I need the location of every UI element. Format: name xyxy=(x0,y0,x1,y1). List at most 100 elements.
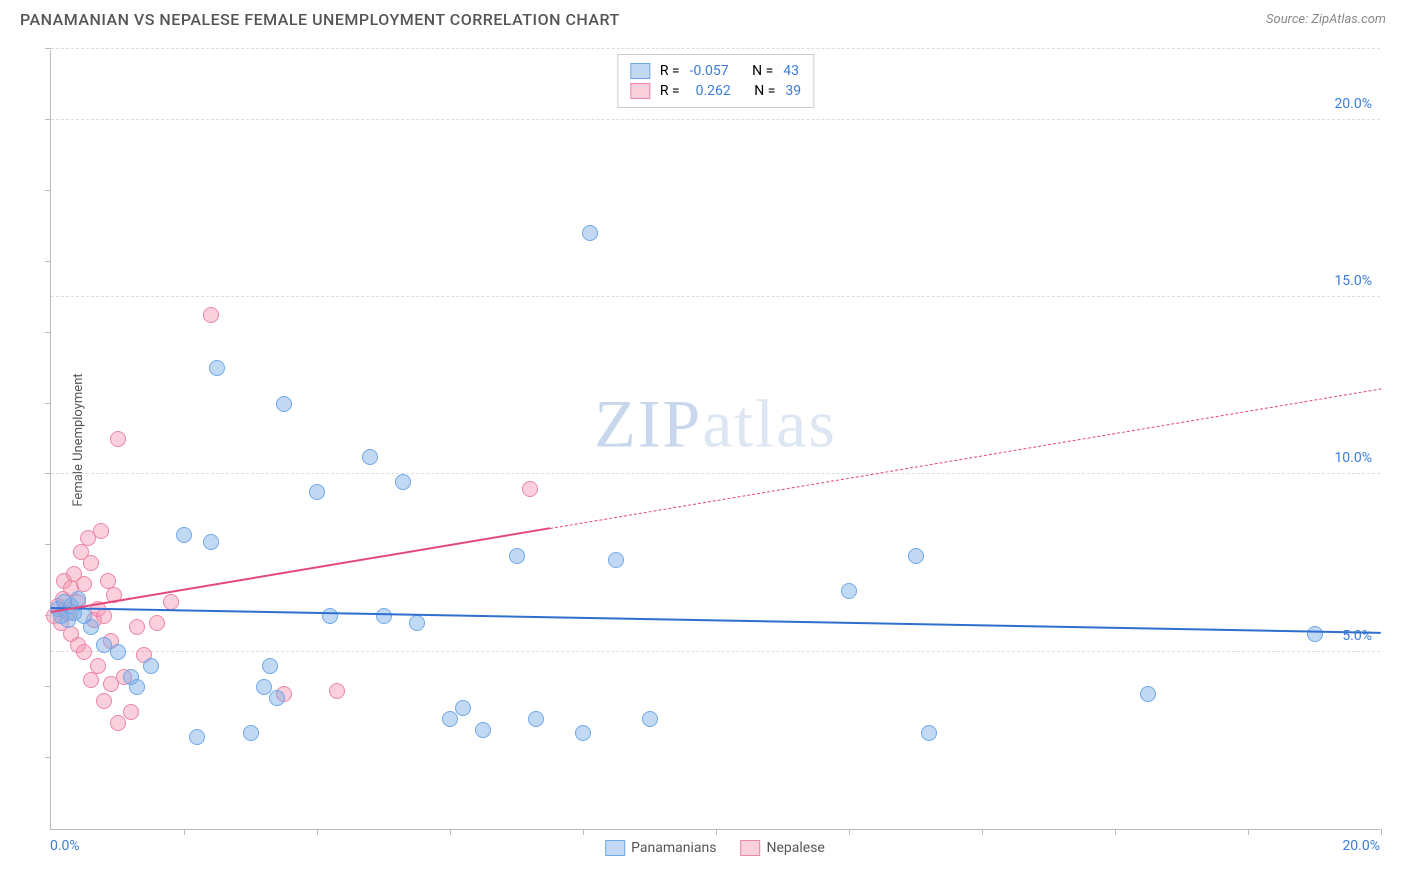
n-value-panamanians: 43 xyxy=(783,63,799,79)
legend-row-nepalese: R = 0.262 N = 39 xyxy=(630,81,801,101)
x-tick xyxy=(583,829,584,835)
swatch-nepalese-bottom xyxy=(740,840,760,856)
point-nepalese xyxy=(96,608,112,624)
point-panamanians xyxy=(455,700,471,716)
trendline-nepalese-dash xyxy=(550,388,1381,529)
point-panamanians xyxy=(209,360,225,376)
x-tick xyxy=(450,829,451,835)
y-tick-label: 20.0% xyxy=(1334,96,1372,112)
gridline xyxy=(51,48,1380,49)
x-tick xyxy=(1248,829,1249,835)
point-nepalese xyxy=(93,523,109,539)
point-nepalese xyxy=(163,594,179,610)
y-tick xyxy=(45,190,51,191)
x-axis-min-label: 0.0% xyxy=(50,838,80,854)
point-panamanians xyxy=(1307,626,1323,642)
point-panamanians xyxy=(129,679,145,695)
point-nepalese xyxy=(90,658,106,674)
trendline-panamanians-solid xyxy=(51,607,1381,634)
point-nepalese xyxy=(96,693,112,709)
x-tick xyxy=(1381,829,1382,835)
n-value-nepalese: 39 xyxy=(785,83,801,99)
point-panamanians xyxy=(376,608,392,624)
legend-item-panamanians: Panamanians xyxy=(605,840,716,856)
point-panamanians xyxy=(189,729,205,745)
x-tick xyxy=(716,829,717,835)
r-value-panamanians: -0.057 xyxy=(690,63,729,79)
point-panamanians xyxy=(262,658,278,674)
x-tick xyxy=(1115,829,1116,835)
point-panamanians xyxy=(83,619,99,635)
watermark: ZIPatlas xyxy=(594,384,837,463)
y-tick xyxy=(45,332,51,333)
point-panamanians xyxy=(176,527,192,543)
x-tick xyxy=(982,829,983,835)
point-nepalese xyxy=(329,683,345,699)
point-panamanians xyxy=(582,225,598,241)
point-panamanians xyxy=(442,711,458,727)
point-panamanians xyxy=(575,725,591,741)
trendline-nepalese-solid xyxy=(51,527,550,613)
legend-item-nepalese: Nepalese xyxy=(740,840,824,856)
point-panamanians xyxy=(322,608,338,624)
y-tick xyxy=(45,403,51,404)
point-panamanians xyxy=(409,615,425,631)
point-nepalese xyxy=(129,619,145,635)
point-panamanians xyxy=(608,552,624,568)
point-panamanians xyxy=(509,548,525,564)
point-panamanians xyxy=(243,725,259,741)
point-nepalese xyxy=(110,715,126,731)
gridline xyxy=(51,296,1380,297)
point-panamanians xyxy=(908,548,924,564)
point-panamanians xyxy=(143,658,159,674)
y-tick-label: 15.0% xyxy=(1334,273,1372,289)
point-panamanians xyxy=(1140,686,1156,702)
point-nepalese xyxy=(83,672,99,688)
plot-region: ZIPatlas R = -0.057 N = 43 R = 0.262 N =… xyxy=(50,50,1380,830)
y-tick xyxy=(45,686,51,687)
point-panamanians xyxy=(841,583,857,599)
swatch-panamanians-bottom xyxy=(605,840,625,856)
point-panamanians xyxy=(70,591,86,607)
y-tick xyxy=(45,119,51,120)
point-panamanians xyxy=(276,396,292,412)
x-tick xyxy=(849,829,850,835)
point-nepalese xyxy=(149,615,165,631)
point-nepalese xyxy=(83,555,99,571)
point-nepalese xyxy=(123,704,139,720)
point-nepalese xyxy=(203,307,219,323)
chart-title: PANAMANIAN VS NEPALESE FEMALE UNEMPLOYME… xyxy=(20,10,620,29)
y-tick xyxy=(45,473,51,474)
point-panamanians xyxy=(110,644,126,660)
point-panamanians xyxy=(309,484,325,500)
point-panamanians xyxy=(362,449,378,465)
x-axis-max-label: 20.0% xyxy=(1342,838,1380,854)
y-tick-label: 5.0% xyxy=(1342,628,1372,644)
point-nepalese xyxy=(76,644,92,660)
legend-correlation: R = -0.057 N = 43 R = 0.262 N = 39 xyxy=(617,54,814,108)
legend-row-panamanians: R = -0.057 N = 43 xyxy=(630,61,801,81)
point-panamanians xyxy=(203,534,219,550)
gridline xyxy=(51,473,1380,474)
y-tick xyxy=(45,48,51,49)
y-tick xyxy=(45,757,51,758)
point-panamanians xyxy=(475,722,491,738)
point-panamanians xyxy=(642,711,658,727)
swatch-nepalese xyxy=(630,83,650,99)
r-value-nepalese: 0.262 xyxy=(690,83,731,99)
legend-series: Panamanians Nepalese xyxy=(605,840,825,856)
point-panamanians xyxy=(528,711,544,727)
y-tick xyxy=(45,261,51,262)
point-panamanians xyxy=(921,725,937,741)
y-tick xyxy=(45,544,51,545)
point-nepalese xyxy=(110,431,126,447)
point-panamanians xyxy=(269,690,285,706)
y-tick-label: 10.0% xyxy=(1334,450,1372,466)
point-nepalese xyxy=(522,481,538,497)
chart-area: Female Unemployment ZIPatlas R = -0.057 … xyxy=(50,50,1380,830)
swatch-panamanians xyxy=(630,63,650,79)
point-panamanians xyxy=(395,474,411,490)
x-tick xyxy=(184,829,185,835)
x-tick xyxy=(317,829,318,835)
source-label: Source: ZipAtlas.com xyxy=(1266,12,1386,27)
